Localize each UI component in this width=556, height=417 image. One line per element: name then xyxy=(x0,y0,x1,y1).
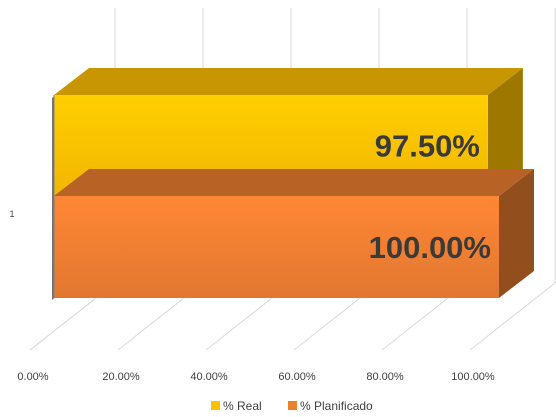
data-labels: 97.50% 100.00% xyxy=(369,129,491,266)
bar-top-face xyxy=(54,169,534,196)
bar-data-label: 97.50% xyxy=(375,129,480,164)
legend: % Real % Planificado xyxy=(211,399,373,413)
bar xyxy=(54,196,499,298)
x-tick-label: 20.00% xyxy=(102,371,140,383)
x-tick-label: 0.00% xyxy=(17,371,48,383)
bar-side-face xyxy=(499,169,534,298)
floor-gridline xyxy=(469,282,556,351)
legend-label-planificado: % Planificado xyxy=(300,399,373,413)
legend-swatch-planificado xyxy=(288,401,297,410)
x-tick-label: 40.00% xyxy=(190,371,228,383)
x-tick-label: 80.00% xyxy=(366,371,404,383)
bar-group xyxy=(53,68,534,298)
x-tick-label: 100.00% xyxy=(451,371,495,383)
bar-side-face xyxy=(487,68,523,196)
bar-top-face xyxy=(54,68,523,95)
legend-swatch-real xyxy=(211,401,220,410)
x-axis-tick-labels: 0.00% 20.00% 40.00% 60.00% 80.00% 100.00% xyxy=(17,371,495,383)
category-label: 1 xyxy=(9,209,14,219)
legend-label-real: % Real xyxy=(223,399,262,413)
bar-data-label: 100.00% xyxy=(369,230,491,265)
x-tick-label: 60.00% xyxy=(278,371,316,383)
